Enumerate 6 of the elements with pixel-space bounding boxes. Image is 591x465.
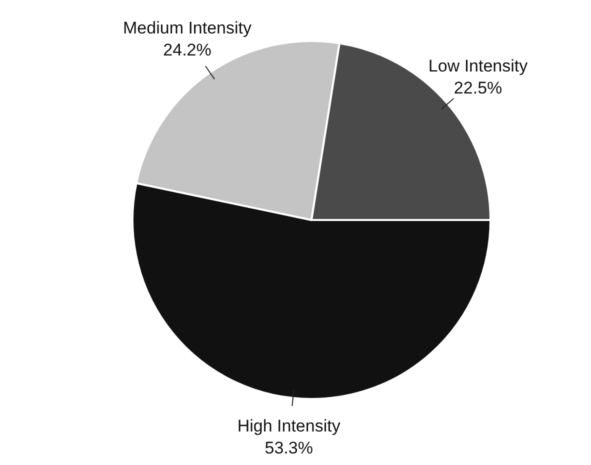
data-label: 22.5% <box>454 78 502 98</box>
slice-label: Medium Intensity <box>123 18 252 38</box>
slice-label: Low Intensity <box>428 56 528 76</box>
slice-label: High Intensity <box>237 416 341 436</box>
data-label: 53.3% <box>264 438 313 458</box>
data-label: 24.2% <box>163 40 212 60</box>
